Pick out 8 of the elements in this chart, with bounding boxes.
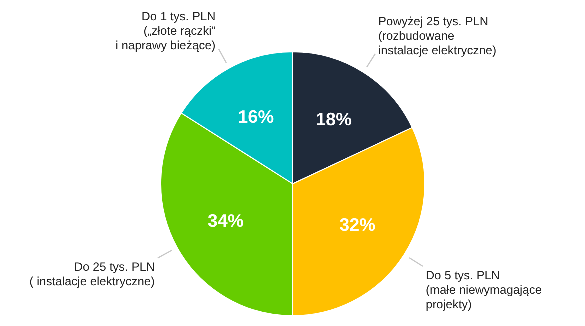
slice-label: Do 1 tys. PLN („złote rączki” i naprawy bieżące) — [116, 9, 216, 52]
slice-label: Powyżej 25 tys. PLN (rozbudowane instalacje elektryczne) — [378, 14, 497, 58]
slice-label: Do 5 tys. PLN (małe niewymagające projekty) — [426, 268, 542, 312]
slice-label: Do 25 tys. PLN ( instalacje elektryczne) — [30, 260, 156, 289]
data-label: 32% — [340, 215, 376, 236]
data-label: 34% — [208, 210, 244, 231]
data-label: 16% — [238, 106, 274, 127]
data-label: 18% — [316, 109, 352, 130]
